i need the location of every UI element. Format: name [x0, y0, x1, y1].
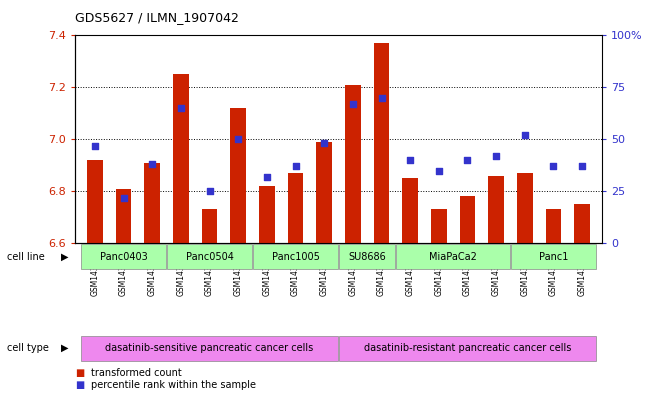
Bar: [488, 176, 504, 243]
Text: MiaPaCa2: MiaPaCa2: [429, 252, 477, 262]
Point: [90, 142, 100, 149]
Text: Panc0504: Panc0504: [186, 252, 234, 262]
Text: dasatinib-resistant pancreatic cancer cells: dasatinib-resistant pancreatic cancer ce…: [364, 343, 571, 353]
Point: [348, 101, 358, 107]
Bar: [173, 74, 189, 243]
Bar: [345, 85, 361, 243]
Bar: [230, 108, 246, 243]
Bar: [431, 209, 447, 243]
Bar: [81, 244, 166, 269]
Text: transformed count: transformed count: [91, 367, 182, 378]
Point: [290, 163, 301, 169]
Text: cell line: cell line: [7, 252, 44, 262]
Point: [548, 163, 559, 169]
Bar: [339, 244, 395, 269]
Point: [519, 132, 530, 138]
Text: Panc1005: Panc1005: [271, 252, 320, 262]
Text: GDS5627 / ILMN_1907042: GDS5627 / ILMN_1907042: [75, 11, 239, 24]
Text: ■: ■: [75, 380, 84, 390]
Point: [118, 195, 129, 201]
Bar: [517, 173, 533, 243]
Text: SU8686: SU8686: [348, 252, 386, 262]
Point: [405, 157, 415, 163]
Text: percentile rank within the sample: percentile rank within the sample: [91, 380, 256, 390]
Point: [176, 105, 186, 111]
Text: Panc1: Panc1: [539, 252, 568, 262]
Point: [462, 157, 473, 163]
Bar: [460, 196, 475, 243]
Bar: [116, 189, 132, 243]
Bar: [546, 209, 561, 243]
Bar: [81, 336, 338, 361]
Text: dasatinib-sensitive pancreatic cancer cells: dasatinib-sensitive pancreatic cancer ce…: [105, 343, 314, 353]
Point: [233, 136, 243, 142]
Text: ▶: ▶: [61, 252, 68, 262]
Bar: [511, 244, 596, 269]
Point: [577, 163, 587, 169]
Bar: [87, 160, 103, 243]
Bar: [339, 336, 596, 361]
Text: Panc0403: Panc0403: [100, 252, 148, 262]
Bar: [396, 244, 510, 269]
Point: [376, 95, 387, 101]
Text: cell type: cell type: [7, 343, 48, 353]
Bar: [259, 186, 275, 243]
Bar: [374, 43, 389, 243]
Point: [434, 167, 444, 174]
Bar: [288, 173, 303, 243]
Point: [204, 188, 215, 195]
Text: ■: ■: [75, 367, 84, 378]
Point: [147, 161, 158, 167]
Bar: [574, 204, 590, 243]
Bar: [202, 209, 217, 243]
Point: [319, 140, 329, 147]
Bar: [145, 163, 160, 243]
Bar: [253, 244, 338, 269]
Point: [491, 153, 501, 159]
Bar: [316, 142, 332, 243]
Bar: [402, 178, 418, 243]
Text: ▶: ▶: [61, 343, 68, 353]
Point: [262, 174, 272, 180]
Bar: [167, 244, 252, 269]
